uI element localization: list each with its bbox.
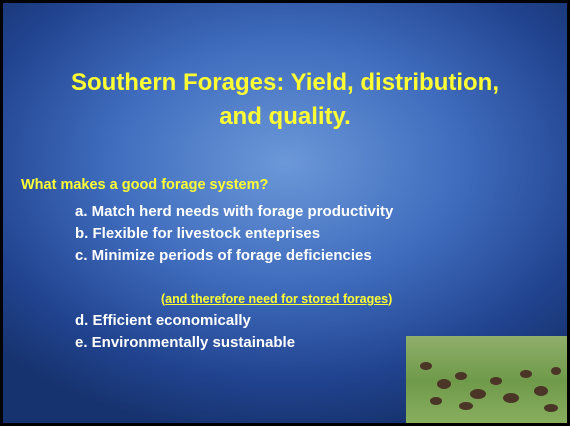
title-line: Southern Forages: Yield, distribution, bbox=[70, 69, 500, 96]
list-item: b. Flexible for livestock enteprises bbox=[75, 225, 321, 242]
note-text: and therefore need for stored forages bbox=[165, 292, 389, 306]
turkey-photo bbox=[406, 336, 567, 423]
list-item: c. Minimize periods of forage deficienci… bbox=[75, 247, 372, 264]
list-item: e. Environmentally sustainable bbox=[75, 334, 296, 351]
title-line: and quality. bbox=[219, 103, 351, 130]
note-paren: ) bbox=[388, 292, 393, 306]
note: (and therefore need for stored forages) bbox=[161, 292, 392, 306]
note-paren: ( bbox=[161, 292, 166, 306]
question: What makes a good forage system? bbox=[21, 177, 269, 193]
list-item: d. Efficient economically bbox=[75, 312, 251, 329]
list-item: a. Match herd needs with forage producti… bbox=[75, 203, 394, 220]
